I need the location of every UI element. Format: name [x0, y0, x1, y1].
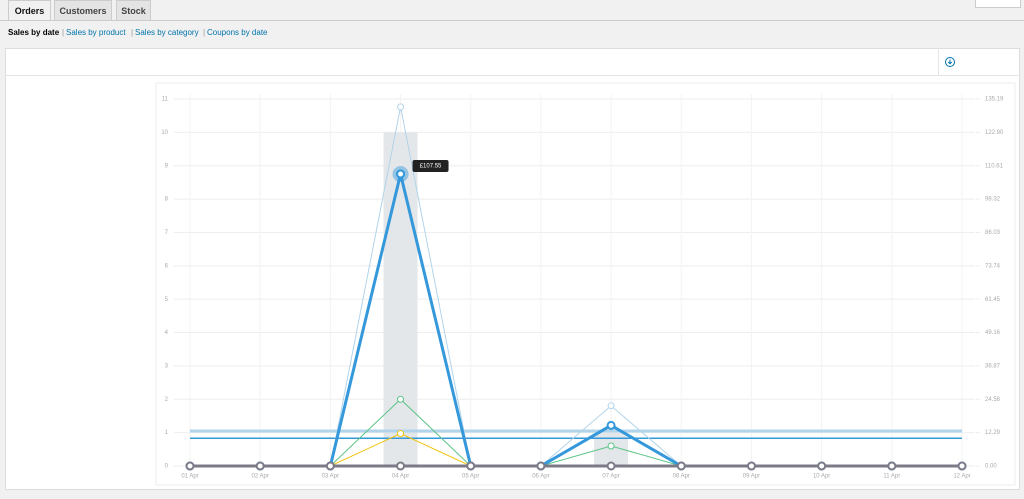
series-point — [397, 103, 405, 111]
x-tick-label: 04 Apr — [392, 474, 409, 480]
x-tick-label: 12 Apr — [953, 474, 970, 480]
subnav-separator: | — [203, 28, 206, 37]
x-tick-label: 09 Apr — [743, 474, 760, 480]
y-tick-label: 11 — [162, 97, 169, 103]
x-tick-label: 02 Apr — [252, 474, 269, 480]
y-tick-label: 5 — [165, 297, 169, 303]
y2-tick-label: 135.19 — [985, 97, 1004, 103]
x-tick-label: 01 Apr — [181, 474, 198, 480]
series-point — [676, 461, 686, 471]
y2-tick-label: 36.87 — [985, 363, 1001, 369]
series-point — [606, 461, 616, 471]
series-point — [536, 461, 546, 471]
x-tick-label: 10 Apr — [813, 474, 830, 480]
y2-tick-label: 122.90 — [985, 130, 1004, 136]
series-point — [817, 461, 827, 471]
series-point — [255, 461, 265, 471]
x-tick-label: 11 Apr — [883, 474, 900, 480]
y-tick-label: 6 — [165, 263, 169, 269]
subnav-link[interactable]: Coupons by date — [207, 28, 268, 37]
chart-panel — [155, 82, 1016, 486]
series-point — [185, 461, 195, 471]
tab-divider — [0, 20, 1024, 21]
y2-tick-label: 12.29 — [985, 430, 1001, 436]
series-point — [396, 461, 406, 471]
y2-tick-label: 73.74 — [985, 263, 1001, 269]
range-divider — [5, 75, 1020, 76]
y-tick-label: 4 — [165, 330, 169, 336]
tab[interactable]: Orders — [8, 0, 51, 20]
subnav-link[interactable]: Sales by product — [66, 28, 126, 37]
y2-tick-label: 86.03 — [985, 230, 1001, 236]
x-tick-label: 07 Apr — [602, 474, 619, 480]
subnav-link[interactable]: Sales by category — [135, 28, 199, 37]
y-tick-label: 7 — [165, 230, 169, 236]
export-icon-arrow — [947, 59, 953, 65]
y2-tick-label: 0.00 — [985, 464, 997, 470]
y-tick-label: 0 — [165, 464, 169, 470]
y-tick-label: 3 — [165, 363, 169, 369]
y2-tick-label: 110.61 — [985, 163, 1004, 169]
series-point — [957, 461, 967, 471]
y2-tick-label: 98.32 — [985, 197, 1001, 203]
series-point — [607, 442, 615, 450]
series-point — [606, 420, 616, 430]
y-tick-label: 9 — [165, 163, 169, 169]
y2-tick-label: 61.45 — [985, 297, 1001, 303]
series-point — [887, 461, 897, 471]
export-icon — [945, 57, 955, 67]
tooltip-box — [412, 160, 449, 173]
x-tick-label: 08 Apr — [673, 474, 690, 480]
y-tick-label: 1 — [165, 430, 169, 436]
tooltip-text: £107.55 — [420, 164, 442, 170]
series-point — [325, 461, 335, 471]
series-point — [466, 461, 476, 471]
subnav-link: Sales by date — [8, 28, 60, 37]
y-tick-label: 2 — [165, 397, 169, 403]
tab[interactable]: Stock — [116, 0, 151, 20]
series-point — [397, 430, 405, 438]
x-tick-label: 06 Apr — [532, 474, 549, 480]
highlight-point — [396, 169, 406, 179]
y-tick-label: 10 — [161, 130, 168, 136]
bar — [383, 132, 418, 466]
x-tick-label: 03 Apr — [322, 474, 339, 480]
y-tick-label: 8 — [165, 197, 169, 203]
x-tick-label: 05 Apr — [462, 474, 479, 480]
subnav-separator: | — [131, 28, 134, 37]
series-point — [397, 395, 405, 403]
y2-tick-label: 49.16 — [985, 330, 1001, 336]
series-point — [746, 461, 756, 471]
screen-options-button[interactable] — [975, 0, 1021, 8]
export-divider — [938, 48, 939, 75]
subnav-separator: | — [62, 28, 65, 37]
tab[interactable]: Customers — [54, 0, 112, 20]
y2-tick-label: 24.58 — [985, 397, 1001, 403]
series-point — [607, 402, 615, 410]
